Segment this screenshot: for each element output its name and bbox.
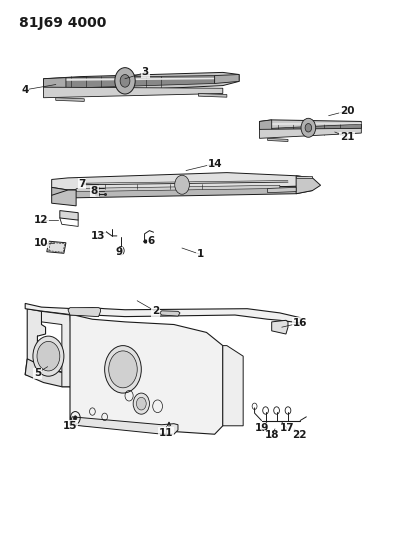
Text: 2: 2: [152, 306, 159, 316]
Polygon shape: [259, 120, 272, 135]
Polygon shape: [272, 124, 361, 135]
Polygon shape: [223, 345, 243, 426]
Text: 19: 19: [254, 423, 269, 433]
Text: 10: 10: [34, 238, 49, 248]
Circle shape: [74, 416, 77, 420]
Polygon shape: [272, 123, 361, 125]
Circle shape: [305, 124, 312, 132]
Polygon shape: [70, 315, 223, 434]
Polygon shape: [296, 176, 320, 193]
Text: 17: 17: [280, 423, 294, 433]
Polygon shape: [47, 241, 66, 253]
Polygon shape: [25, 359, 70, 387]
Polygon shape: [25, 309, 70, 387]
Polygon shape: [64, 78, 215, 81]
Polygon shape: [43, 78, 66, 88]
Polygon shape: [68, 308, 100, 317]
Polygon shape: [60, 211, 78, 220]
Polygon shape: [259, 128, 361, 139]
Polygon shape: [56, 98, 84, 101]
Polygon shape: [272, 320, 288, 334]
Text: 16: 16: [293, 318, 307, 328]
Polygon shape: [296, 176, 313, 178]
Text: 3: 3: [142, 67, 149, 77]
Circle shape: [136, 397, 146, 410]
Polygon shape: [259, 120, 361, 135]
Polygon shape: [198, 93, 227, 97]
Polygon shape: [76, 185, 280, 191]
Text: 22: 22: [292, 430, 306, 440]
Text: 15: 15: [63, 421, 77, 431]
Text: 4: 4: [21, 85, 29, 95]
Polygon shape: [52, 190, 76, 206]
Polygon shape: [160, 311, 180, 316]
Text: 12: 12: [34, 215, 49, 225]
Text: 11: 11: [159, 427, 173, 438]
Polygon shape: [43, 87, 223, 98]
Polygon shape: [25, 303, 300, 323]
Polygon shape: [268, 139, 288, 141]
Circle shape: [120, 75, 130, 87]
Polygon shape: [70, 417, 178, 434]
Circle shape: [133, 393, 150, 414]
Circle shape: [109, 351, 137, 388]
Text: 7: 7: [78, 179, 86, 189]
Text: 9: 9: [115, 247, 123, 257]
Polygon shape: [41, 311, 74, 387]
Polygon shape: [52, 173, 313, 190]
Polygon shape: [268, 188, 296, 192]
Text: 20: 20: [340, 106, 354, 116]
Polygon shape: [215, 75, 239, 84]
Text: 18: 18: [264, 430, 279, 440]
Polygon shape: [52, 183, 313, 198]
Polygon shape: [64, 76, 215, 88]
Text: 21: 21: [340, 132, 354, 142]
Circle shape: [33, 336, 64, 376]
Circle shape: [175, 175, 190, 194]
Circle shape: [115, 68, 135, 94]
Text: 13: 13: [91, 231, 106, 241]
Circle shape: [301, 118, 316, 138]
Text: 81J69 4000: 81J69 4000: [19, 16, 107, 30]
Text: 8: 8: [91, 186, 98, 196]
Circle shape: [37, 342, 60, 371]
Circle shape: [104, 345, 141, 393]
Text: 5: 5: [34, 368, 41, 378]
Text: 6: 6: [148, 236, 155, 246]
Text: 14: 14: [207, 159, 222, 168]
Text: 1: 1: [197, 249, 204, 260]
Polygon shape: [43, 72, 239, 92]
